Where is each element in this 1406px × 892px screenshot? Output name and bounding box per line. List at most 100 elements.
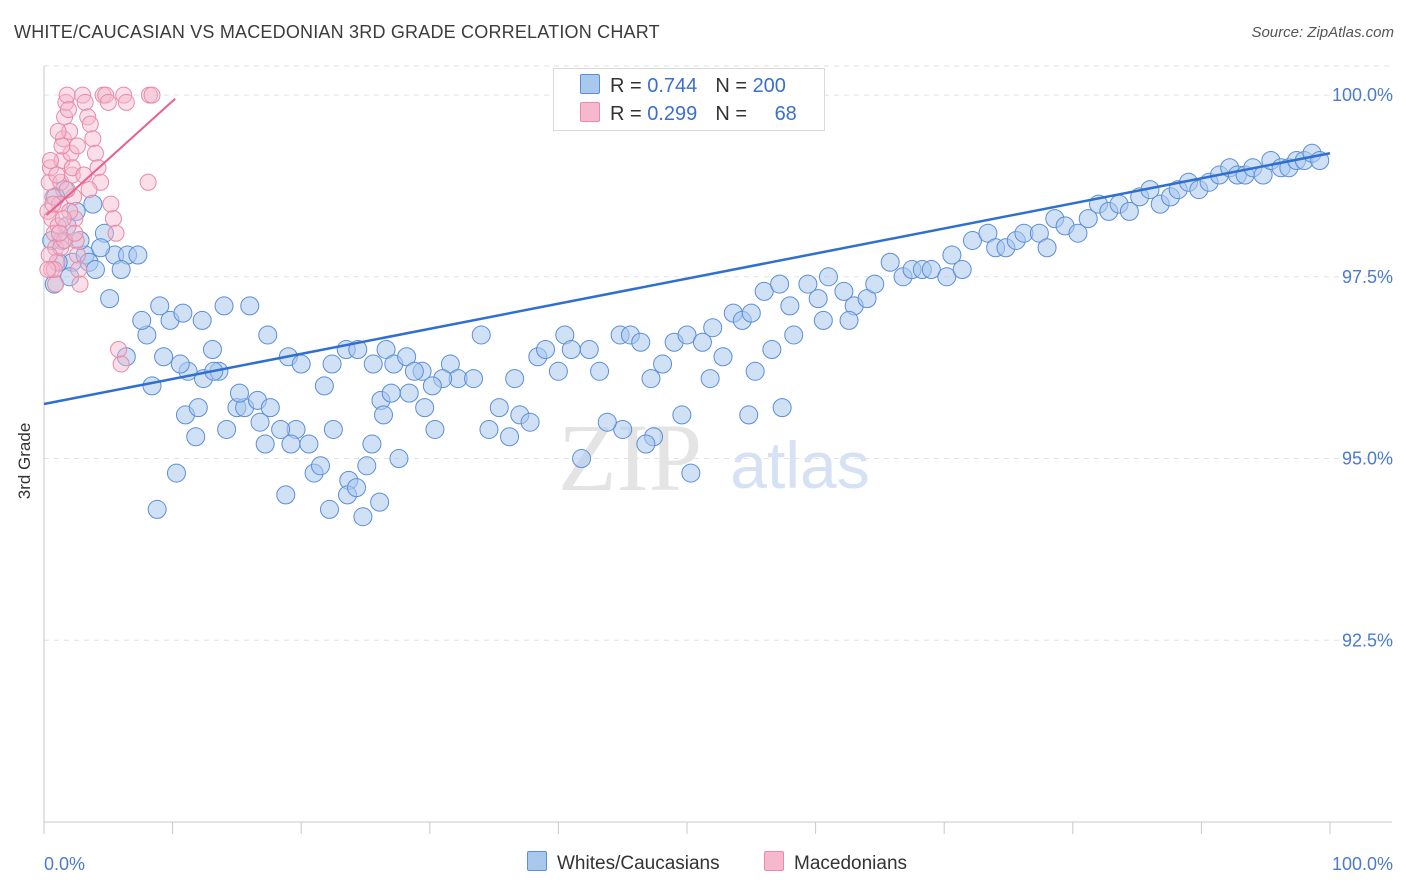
whites-point: [100, 289, 120, 309]
bottom-legend-label: Macedonians: [794, 853, 908, 874]
macedonians-point: [47, 275, 65, 293]
whites-point: [703, 318, 723, 338]
bottom-legend-whites: Whites/Caucasians: [527, 851, 720, 875]
whites-point: [1119, 201, 1139, 221]
legend-swatch-blue: [580, 74, 600, 94]
legend-n-label: N =: [715, 103, 753, 125]
whites-point: [404, 361, 424, 381]
whites-point: [772, 398, 792, 418]
legend-swatch-pink: [580, 102, 600, 122]
whites-point: [166, 463, 186, 483]
whites-point: [353, 507, 373, 527]
whites-point: [762, 340, 782, 359]
whites-point: [536, 340, 556, 359]
whites-point: [170, 354, 190, 374]
whites-point: [291, 354, 311, 374]
gridlines: [44, 65, 1390, 641]
whites-point: [173, 303, 193, 323]
whites-point: [880, 252, 900, 272]
whites-point: [500, 427, 520, 447]
whites-point: [1037, 238, 1057, 258]
whites-point: [186, 427, 206, 447]
macedonians-point: [117, 93, 135, 111]
whites-point: [147, 499, 167, 519]
whites-point: [520, 412, 540, 432]
macedonians-point: [61, 122, 79, 140]
whites-point: [348, 340, 368, 359]
whites-point: [1078, 209, 1098, 229]
y-tick-label: 95.0%: [1342, 449, 1393, 469]
whites-point: [865, 274, 885, 294]
macedonians-point: [67, 231, 85, 249]
macedonians-point: [45, 261, 63, 279]
whites-point: [202, 340, 222, 359]
axes: [43, 66, 1392, 834]
whites-point: [464, 369, 484, 389]
macedonians-point: [44, 195, 62, 213]
whites-point: [346, 478, 366, 498]
whites-point: [700, 369, 720, 389]
macedonians-point: [53, 137, 71, 155]
macedonians-point: [143, 86, 161, 104]
whites-point: [741, 303, 761, 323]
whites-point: [952, 260, 972, 280]
whites-point: [921, 260, 941, 280]
whites-point: [548, 361, 568, 381]
whites-point: [250, 412, 270, 432]
whites-point: [784, 325, 804, 345]
legend-r-value: 0.299: [647, 103, 698, 125]
bottom-legend-label: Whites/Caucasians: [557, 853, 720, 874]
y-axis-label: 3rd Grade: [15, 423, 34, 500]
whites-point: [370, 492, 390, 512]
whites-point: [834, 281, 854, 301]
whites-point: [389, 449, 409, 469]
whites-point: [271, 419, 291, 439]
whites-point: [128, 245, 148, 265]
macedonians-point: [112, 355, 130, 373]
watermark: ZIP atlas: [558, 404, 870, 511]
whites-point: [111, 260, 131, 280]
whites-point: [653, 354, 673, 374]
y-tick-label: 100.0%: [1332, 85, 1393, 105]
whites-point: [579, 340, 599, 359]
whites-point: [255, 434, 275, 454]
whites-trend-line: [43, 152, 1331, 406]
whites-point: [214, 296, 234, 316]
whites-point: [613, 419, 633, 439]
macedonians-point: [54, 210, 72, 228]
macedonians-point: [61, 202, 79, 220]
whites-point: [745, 361, 765, 381]
whites-point: [258, 325, 278, 345]
whites-point: [374, 405, 394, 425]
whites-point: [739, 405, 759, 425]
macedonians-point: [50, 224, 68, 242]
macedonians-point: [39, 261, 57, 279]
legend-n-value: 68: [774, 103, 797, 125]
whites-point: [636, 434, 656, 454]
legend-n-value: 200: [752, 75, 786, 97]
chart-title: WHITE/CAUCASIAN VS MACEDONIAN 3RD GRADE …: [14, 22, 660, 42]
macedonians-point: [110, 341, 128, 358]
whites-point: [597, 412, 617, 432]
legend-row-whites: R = 0.744 N = 200: [580, 74, 786, 98]
whites-point: [962, 230, 982, 250]
x-tick-label: 0.0%: [44, 854, 85, 874]
whites-point: [323, 419, 343, 439]
whites-point: [322, 354, 342, 374]
macedonians-point: [40, 246, 58, 264]
whites-point: [780, 296, 800, 316]
macedonians-point: [59, 101, 77, 119]
legend-n-label: N =: [715, 75, 753, 97]
whites-point: [415, 398, 435, 418]
legend-r-value: 0.744: [647, 75, 698, 97]
macedonians-point: [84, 130, 102, 148]
legend-box: R = 0.744 N = 200 R = 0.299 N = 68: [553, 68, 825, 131]
legend-r-label: R =: [610, 103, 648, 125]
whites-point: [85, 260, 105, 280]
macedonians-trend-line: [45, 97, 176, 216]
x-tick-label: 100.0%: [1332, 854, 1393, 874]
macedonians-point: [76, 93, 94, 111]
tick-labels: 92.5% 95.0% 97.5% 100.0% 0.0% 100.0%: [44, 85, 1393, 874]
whites-point: [813, 310, 833, 330]
legend-row-macedonians: R = 0.299 N = 68: [580, 102, 797, 126]
